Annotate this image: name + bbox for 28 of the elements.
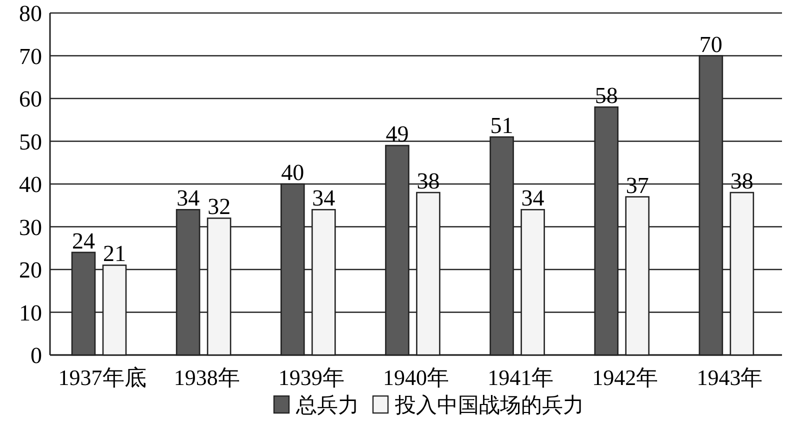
data-label: 32 xyxy=(208,194,231,220)
data-label: 49 xyxy=(386,122,409,147)
x-tick-label: 1942年 xyxy=(592,365,658,390)
y-tick-label: 70 xyxy=(19,44,42,69)
x-tick-label: 1941年 xyxy=(488,365,554,390)
data-label: 24 xyxy=(72,228,96,254)
y-tick-label: 40 xyxy=(19,172,42,197)
x-tick-label: 1939年 xyxy=(278,365,344,390)
y-tick-label: 10 xyxy=(19,300,42,326)
legend-label: 投入中国战场的兵力 xyxy=(394,393,584,417)
y-tick-label: 60 xyxy=(19,86,42,112)
data-label: 34 xyxy=(521,186,545,211)
data-label: 34 xyxy=(176,186,200,211)
y-tick-label: 20 xyxy=(19,258,42,282)
y-tick-label: 80 xyxy=(19,1,42,26)
x-tick-label: 1937年底 xyxy=(58,365,146,390)
x-tick-label: 1938年 xyxy=(174,365,240,390)
y-tick-label: 50 xyxy=(19,129,42,154)
data-label: 40 xyxy=(281,160,304,185)
legend-label: 总兵力 xyxy=(295,393,359,417)
data-label: 34 xyxy=(312,186,336,211)
data-label: 21 xyxy=(103,241,126,266)
data-label: 51 xyxy=(490,112,514,138)
x-tick-label: 1943年 xyxy=(696,365,763,390)
y-tick-label: 30 xyxy=(19,214,42,240)
x-tick-label: 1940年 xyxy=(383,365,449,390)
data-label: 70 xyxy=(699,32,722,57)
y-tick-label: 0 xyxy=(30,343,42,368)
